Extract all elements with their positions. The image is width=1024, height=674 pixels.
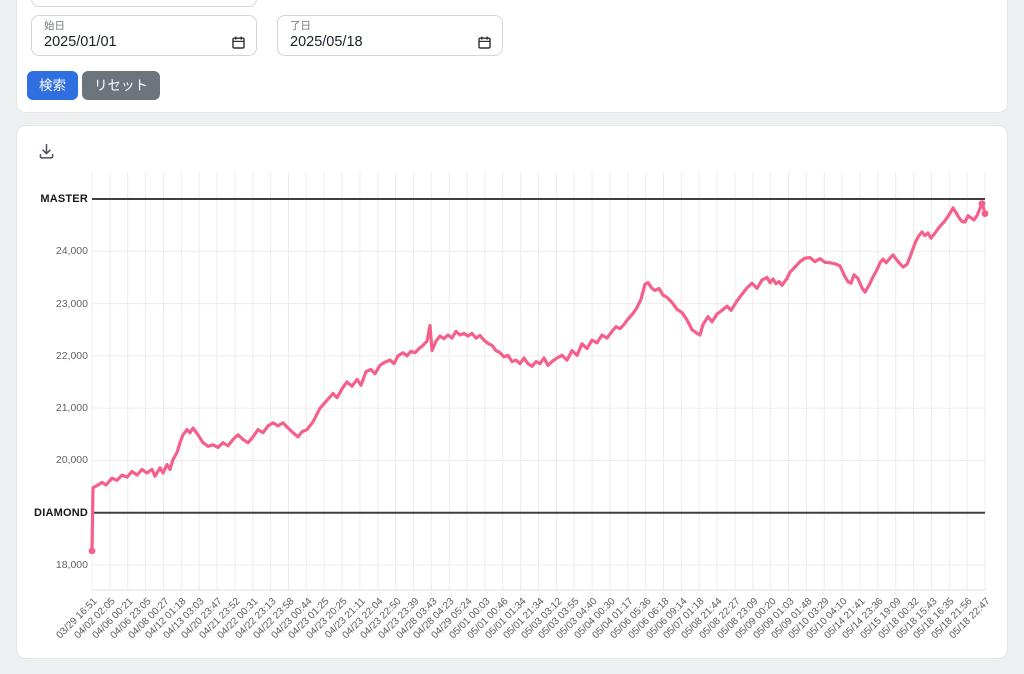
end-date-value: 2025/05/18 — [290, 34, 363, 50]
y-tick-label: 22,000 — [55, 349, 88, 362]
start-date-field[interactable]: 始日 2025/01/01 — [31, 15, 257, 56]
data-point-marker — [981, 210, 989, 217]
search-button[interactable]: 検索 — [27, 71, 78, 100]
end-date-label: 了日 — [290, 20, 311, 32]
rating-series-line — [90, 202, 987, 553]
start-date-value: 2025/01/01 — [44, 34, 117, 50]
start-date-label: 始日 — [44, 20, 65, 32]
end-date-field[interactable]: 了日 2025/05/18 — [277, 15, 503, 56]
download-button[interactable] — [34, 140, 58, 164]
y-tick-label: 18,000 — [55, 559, 88, 572]
y-tick-label: 20,000 — [55, 454, 88, 467]
y-tick-label: DIAMOND — [34, 506, 88, 519]
y-tick-label: MASTER — [40, 192, 88, 205]
y-tick-label: 24,000 — [55, 245, 88, 258]
data-point-marker — [88, 547, 96, 555]
chart-plot[interactable] — [88, 172, 989, 592]
y-tick-label: 23,000 — [55, 297, 88, 310]
reset-button[interactable]: リセット — [82, 71, 160, 100]
calendar-icon[interactable] — [232, 36, 245, 49]
y-tick-label: 21,000 — [55, 402, 88, 415]
calendar-icon[interactable] — [478, 36, 491, 49]
data-point-marker — [978, 200, 986, 208]
download-icon — [39, 143, 53, 159]
partial-field-top[interactable] — [31, 0, 257, 7]
